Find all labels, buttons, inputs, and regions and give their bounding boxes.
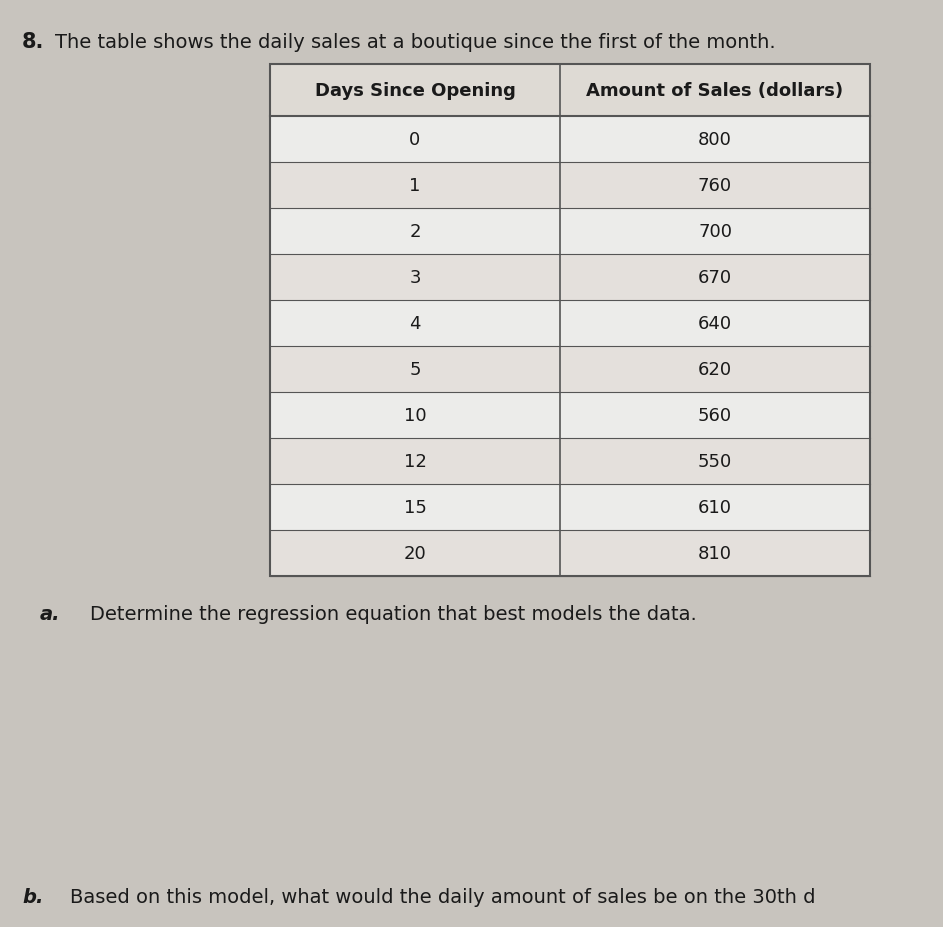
Text: 4: 4: [409, 314, 421, 333]
Text: 640: 640: [698, 314, 732, 333]
Text: 3: 3: [409, 269, 421, 286]
Text: 8.: 8.: [22, 32, 44, 52]
Text: 12: 12: [404, 452, 426, 471]
Bar: [270, 255, 870, 300]
Text: 2: 2: [409, 222, 421, 241]
Text: 610: 610: [698, 499, 732, 516]
Text: b.: b.: [22, 887, 43, 907]
Text: The table shows the daily sales at a boutique since the first of the month.: The table shows the daily sales at a bou…: [55, 32, 776, 51]
Bar: [270, 65, 870, 577]
Text: 620: 620: [698, 361, 732, 378]
Bar: [270, 300, 870, 347]
Text: 550: 550: [698, 452, 732, 471]
Text: 1: 1: [409, 177, 421, 195]
Text: 20: 20: [404, 544, 426, 563]
Text: Amount of Sales (dollars): Amount of Sales (dollars): [587, 82, 844, 100]
Bar: [270, 209, 870, 255]
Text: 760: 760: [698, 177, 732, 195]
Text: 10: 10: [404, 407, 426, 425]
Text: 810: 810: [698, 544, 732, 563]
Text: 800: 800: [698, 131, 732, 149]
Bar: [270, 65, 870, 117]
Bar: [270, 485, 870, 530]
Text: 670: 670: [698, 269, 732, 286]
Bar: [270, 530, 870, 577]
Text: Based on this model, what would the daily amount of sales be on the 30th d: Based on this model, what would the dail…: [70, 887, 816, 907]
Text: a.: a.: [40, 604, 60, 624]
Text: Days Since Opening: Days Since Opening: [315, 82, 516, 100]
Bar: [270, 392, 870, 438]
Bar: [270, 65, 870, 577]
Text: 15: 15: [404, 499, 426, 516]
Text: 560: 560: [698, 407, 732, 425]
Bar: [270, 438, 870, 485]
Text: Determine the regression equation that best models the data.: Determine the regression equation that b…: [90, 604, 697, 624]
Text: 0: 0: [409, 131, 421, 149]
Bar: [270, 117, 870, 163]
Bar: [270, 163, 870, 209]
Text: 5: 5: [409, 361, 421, 378]
Text: 700: 700: [698, 222, 732, 241]
Bar: [270, 347, 870, 392]
